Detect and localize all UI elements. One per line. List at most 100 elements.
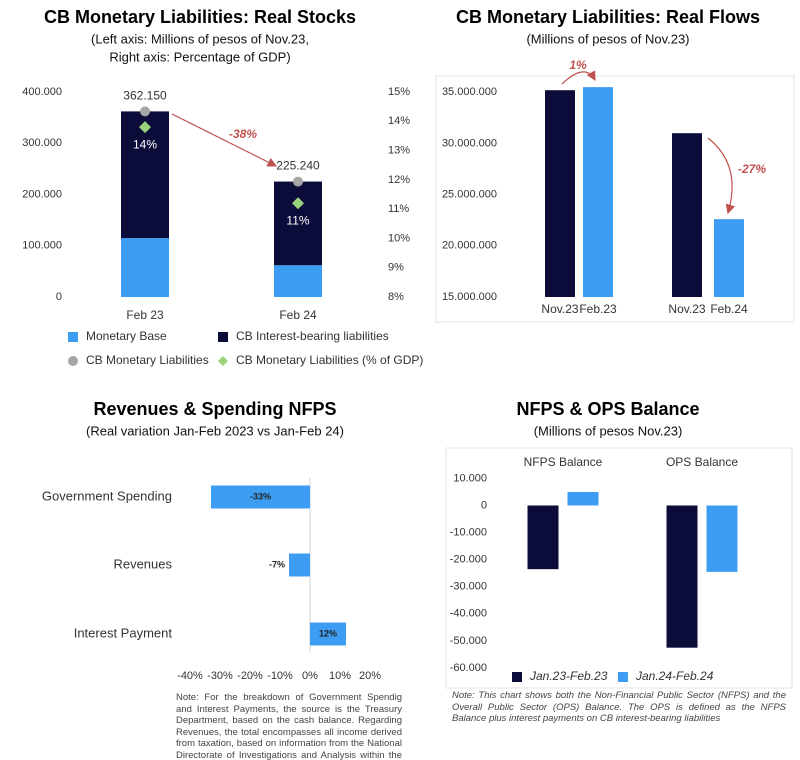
y-tick-label: 10.000 xyxy=(453,472,487,484)
chart-title: CB Monetary Liabilities: Real Flows xyxy=(456,7,760,27)
point xyxy=(293,176,303,187)
data-label: 14% xyxy=(133,137,157,151)
bar xyxy=(289,553,310,577)
data-label: 12% xyxy=(319,628,337,638)
x-tick-label: 0% xyxy=(302,670,318,682)
annotation: 1% xyxy=(569,58,587,72)
y-tick-label: 15% xyxy=(388,86,410,98)
bar xyxy=(666,505,698,648)
note: Note: For the breakdown of Government Sp… xyxy=(176,692,402,760)
bar xyxy=(706,505,738,572)
frame xyxy=(435,75,795,323)
chart-title: NFPS & OPS Balance xyxy=(516,399,699,419)
point xyxy=(139,121,151,134)
chart-subtitle: (Real variation Jan-Feb 2023 vs Jan-Feb … xyxy=(86,423,344,438)
y-tick-label: 9% xyxy=(388,262,404,274)
y-tick-label: 25.000.000 xyxy=(442,189,497,201)
x-tick-label: OPS Balance xyxy=(666,455,738,469)
chart-subtitle: Right axis: Percentage of GDP) xyxy=(109,49,290,64)
y-tick-label: 12% xyxy=(388,174,410,186)
legend-swatch xyxy=(218,332,228,342)
bar xyxy=(527,505,559,570)
x-tick-label: Feb.23 xyxy=(579,302,617,316)
y-tick-label: 0 xyxy=(481,499,487,511)
annotation: -27% xyxy=(738,162,766,176)
y-tick-label: 11% xyxy=(388,203,409,215)
y-tick-label: 20.000.000 xyxy=(442,240,497,252)
bar xyxy=(274,265,322,297)
bar xyxy=(211,485,310,509)
point xyxy=(140,106,150,117)
note: Note: This chart shows both the Non-Fina… xyxy=(452,690,786,724)
legend-label: Jan.24-Feb.24 xyxy=(635,669,714,683)
legend-swatch xyxy=(512,672,522,682)
legend-label: CB Interest-bearing liabilities xyxy=(236,329,389,343)
data-label: -33% xyxy=(250,491,271,501)
chart-subtitle: (Left axis: Millions of pesos of Nov.23, xyxy=(91,31,309,46)
x-tick-label: Feb 24 xyxy=(279,308,317,322)
x-tick-label: -20% xyxy=(237,670,263,682)
legend-label: Jan.23-Feb.23 xyxy=(529,669,608,683)
y-tick-label: 200.000 xyxy=(22,188,62,200)
arrow xyxy=(171,113,278,167)
y-tick-label: 0 xyxy=(56,291,62,303)
arrow xyxy=(707,137,735,215)
y-tick-label: 30.000.000 xyxy=(442,137,497,149)
y-tick-label: 15.000.000 xyxy=(442,291,497,303)
annotation: -38% xyxy=(229,127,257,141)
x-tick-label: 10% xyxy=(329,670,351,682)
legend-label: CB Monetary Liabilities (% of GDP) xyxy=(236,353,423,367)
chart-subtitle: (Millions of pesos Nov.23) xyxy=(534,423,683,438)
y-tick-label: 10% xyxy=(388,232,410,244)
x-tick-label: 20% xyxy=(359,670,381,682)
bar xyxy=(672,133,702,297)
bar xyxy=(310,622,346,646)
x-tick-label: NFPS Balance xyxy=(524,455,603,469)
category-label: Revenues xyxy=(113,556,172,571)
data-label: 362.150 xyxy=(123,89,167,103)
y-tick-label: -30.000 xyxy=(450,581,487,593)
y-tick-label: -50.000 xyxy=(450,635,487,647)
data-label: 11% xyxy=(286,213,309,227)
bar xyxy=(121,238,169,297)
data-label: -7% xyxy=(269,559,285,569)
chart-title: Revenues & Spending NFPS xyxy=(93,399,336,419)
y-tick-label: 400.000 xyxy=(22,86,62,98)
y-tick-label: 35.000.000 xyxy=(442,86,497,98)
y-tick-label: 300.000 xyxy=(22,137,62,149)
y-tick-label: -60.000 xyxy=(450,662,487,674)
y-tick-label: 100.000 xyxy=(22,240,62,252)
category-label: Interest Payment xyxy=(74,625,173,640)
frame xyxy=(445,447,793,689)
arrow xyxy=(561,70,596,85)
y-tick-label: -20.000 xyxy=(450,554,487,566)
point xyxy=(292,197,304,210)
data-label: 225.240 xyxy=(276,159,320,173)
x-tick-label: Feb.24 xyxy=(710,302,748,316)
legend-label: CB Monetary Liabilities xyxy=(86,353,209,367)
y-tick-label: -10.000 xyxy=(450,526,487,538)
bar xyxy=(567,491,599,506)
bar xyxy=(583,87,613,297)
x-tick-label: -10% xyxy=(267,670,293,682)
y-tick-label: 14% xyxy=(388,115,410,127)
bar xyxy=(545,90,575,297)
point xyxy=(68,356,78,366)
chart-title: CB Monetary Liabilities: Real Stocks xyxy=(44,7,356,27)
x-tick-label: Nov.23 xyxy=(541,302,578,316)
category-label: Government Spending xyxy=(42,488,172,503)
legend-swatch xyxy=(68,332,78,342)
y-tick-label: 13% xyxy=(388,144,410,156)
legend-swatch xyxy=(618,672,628,682)
x-tick-label: Feb 23 xyxy=(126,308,164,322)
y-tick-label: -40.000 xyxy=(450,608,487,620)
x-tick-label: Nov.23 xyxy=(668,302,705,316)
bar xyxy=(274,181,322,266)
legend-label: Monetary Base xyxy=(86,329,167,343)
bar xyxy=(714,219,744,297)
point xyxy=(218,356,228,366)
chart-subtitle: (Millions of pesos of Nov.23) xyxy=(526,31,689,46)
y-tick-label: 8% xyxy=(388,291,404,303)
